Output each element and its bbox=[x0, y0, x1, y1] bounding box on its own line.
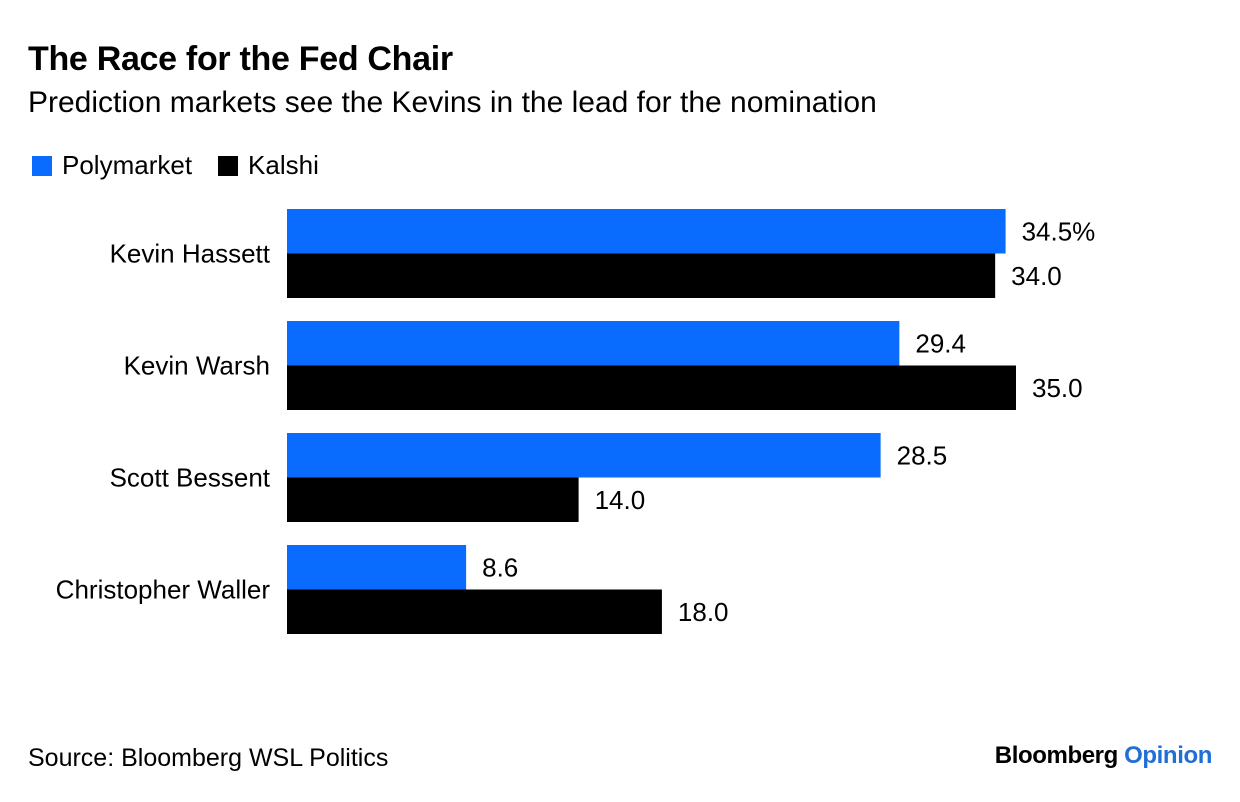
legend-swatch-polymarket bbox=[32, 155, 52, 176]
data-label-kalshi: 18.0 bbox=[678, 597, 729, 627]
brand-logo: Bloomberg Opinion bbox=[994, 742, 1213, 770]
data-label-kalshi: 34.0 bbox=[1011, 261, 1062, 291]
legend-label-kalshi: Kalshi bbox=[248, 150, 319, 180]
bar-polymarket bbox=[287, 545, 467, 590]
source-note: Source: Bloomberg WSL Politics bbox=[28, 744, 389, 772]
bar-kalshi bbox=[287, 589, 662, 634]
category-label: Kevin Hassett bbox=[110, 239, 271, 269]
data-label-kalshi: 14.0 bbox=[595, 485, 646, 515]
data-label-polymarket: 28.5 bbox=[897, 440, 948, 470]
chart-title: The Race for the Fed Chair bbox=[28, 40, 453, 78]
brand-section: Opinion bbox=[1124, 742, 1212, 769]
category-label: Kevin Warsh bbox=[124, 351, 270, 381]
legend-item-polymarket: Polymarket bbox=[32, 150, 192, 181]
category-label: Scott Bessent bbox=[110, 463, 271, 493]
brand-name: Bloomberg bbox=[994, 742, 1118, 769]
chart-subtitle: Prediction markets see the Kevins in the… bbox=[28, 86, 877, 119]
bar-polymarket bbox=[287, 321, 900, 366]
legend-item-kalshi: Kalshi bbox=[218, 150, 319, 181]
data-label-kalshi: 35.0 bbox=[1032, 373, 1083, 403]
legend-label-polymarket: Polymarket bbox=[62, 150, 193, 180]
data-label-polymarket: 29.4 bbox=[915, 328, 966, 358]
category-label: Christopher Waller bbox=[56, 575, 271, 605]
data-label-polymarket: 34.5% bbox=[1022, 216, 1096, 246]
bar-polymarket bbox=[287, 209, 1006, 254]
bar-polymarket bbox=[287, 433, 881, 478]
legend: Polymarket Kalshi bbox=[32, 150, 345, 181]
bar-kalshi bbox=[287, 253, 996, 298]
legend-swatch-kalshi bbox=[218, 155, 239, 176]
data-label-polymarket: 8.6 bbox=[482, 552, 518, 582]
bar-kalshi bbox=[287, 365, 1016, 410]
bar-kalshi bbox=[287, 477, 579, 522]
